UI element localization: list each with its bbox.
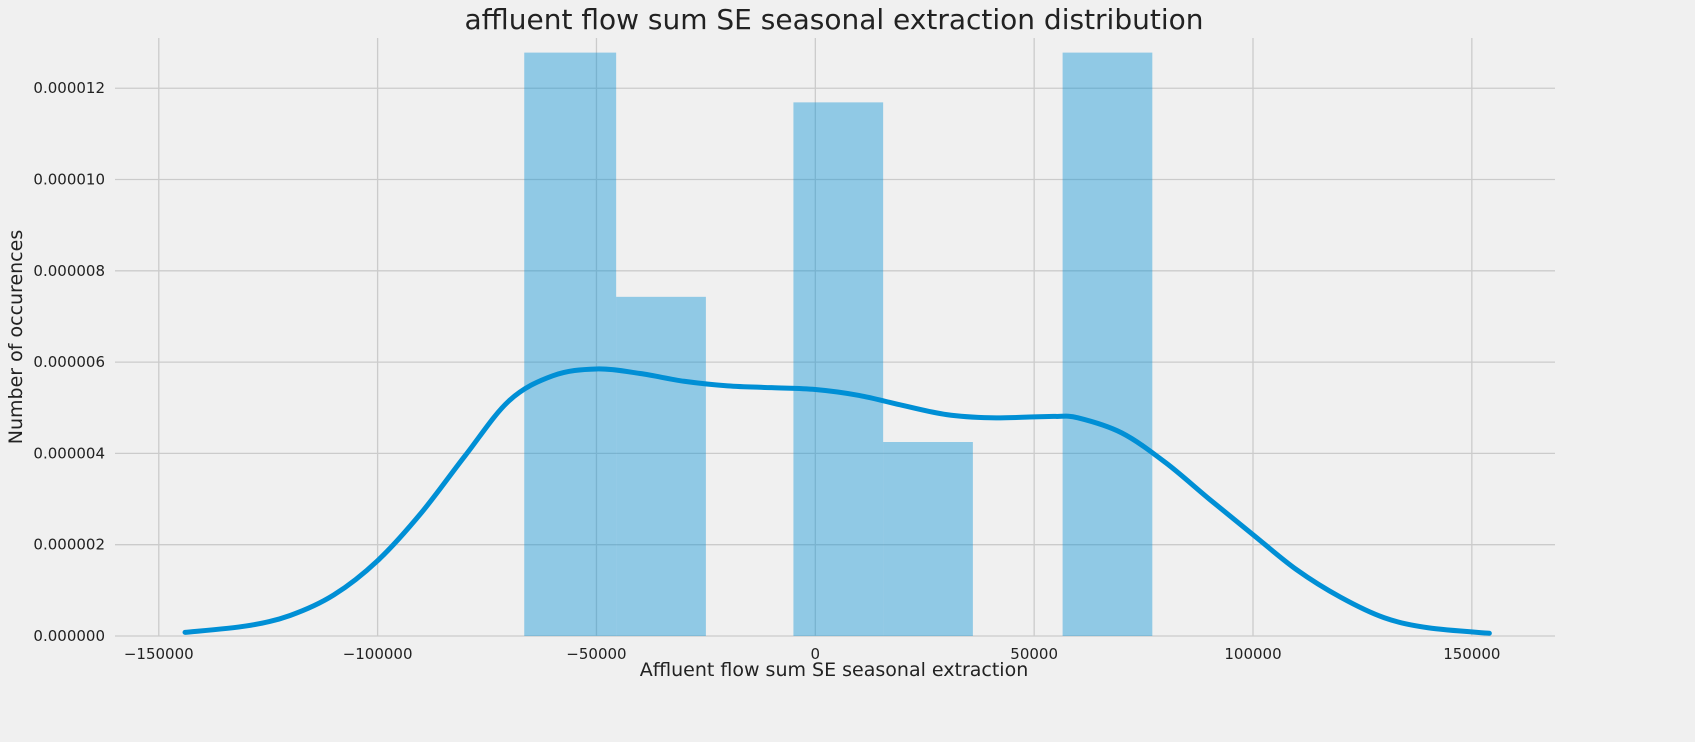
x-axis-ticks: −150000 −100000 −50000 0 50000 100000 150000 — [124, 645, 1501, 663]
histogram-bar — [883, 441, 973, 636]
kde-curve-layer — [182, 366, 1492, 636]
y-axis-label: Number of occurences — [5, 230, 27, 444]
y-tick-label: 0.000008 — [33, 262, 105, 280]
histogram-bars — [524, 52, 1153, 637]
histogram-bar — [793, 102, 884, 637]
histogram-bar — [524, 52, 617, 637]
histogram-bar — [1062, 52, 1153, 637]
y-axis-ticks: 0.000000 0.000002 0.000004 0.000006 0.000008… — [33, 79, 105, 645]
chart-title: affluent flow sum SE seasonal extraction… — [465, 3, 1204, 36]
x-tick-label: −100000 — [343, 645, 413, 663]
x-tick-label: 0 — [811, 645, 821, 663]
y-tick-label: 0.000002 — [33, 536, 105, 554]
x-tick-label: 150000 — [1443, 645, 1500, 663]
x-tick-label: 50000 — [1010, 645, 1058, 663]
y-tick-label: 0.000006 — [33, 353, 105, 371]
x-tick-label: 100000 — [1224, 645, 1281, 663]
kde-density-line — [182, 366, 1492, 636]
y-tick-label: 0.000000 — [33, 627, 105, 645]
grid-lines — [115, 38, 1555, 637]
x-axis-label: Affluent flow sum SE seasonal extraction — [640, 659, 1029, 681]
y-tick-label: 0.000004 — [33, 444, 105, 462]
y-tick-label: 0.000012 — [33, 79, 105, 97]
histogram-bar — [616, 296, 706, 636]
x-tick-label: −50000 — [566, 645, 626, 663]
y-tick-label: 0.000010 — [33, 171, 105, 189]
x-tick-label: −150000 — [124, 645, 194, 663]
